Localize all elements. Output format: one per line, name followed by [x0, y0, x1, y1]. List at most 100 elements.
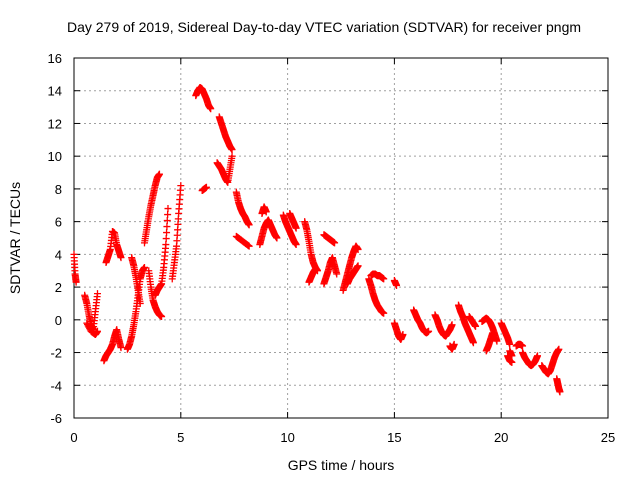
- data-point: [245, 221, 253, 229]
- series-arc-al: [482, 329, 497, 355]
- series-arc-ar: [538, 345, 563, 378]
- data-point: [399, 331, 407, 339]
- data-point: [117, 344, 125, 352]
- data-point: [162, 235, 170, 243]
- chart-title: Day 279 of 2019, Sidereal Day-to-day VTE…: [67, 19, 581, 35]
- data-point: [534, 352, 542, 360]
- series-arc-ab: [365, 275, 388, 317]
- series-arc-ah: [446, 340, 458, 353]
- data-point: [93, 290, 101, 298]
- series-arc-d: [102, 227, 125, 267]
- series-arc-t: [279, 211, 300, 249]
- data-point: [163, 223, 171, 231]
- series-arc-x: [320, 231, 339, 247]
- data-point: [555, 345, 563, 353]
- series-arc-aj: [465, 313, 480, 330]
- data-point: [292, 241, 300, 249]
- series-arc-c: [83, 319, 101, 339]
- y-tick-label: 14: [48, 84, 62, 99]
- series-arc-k: [168, 182, 185, 283]
- data-point: [262, 208, 270, 216]
- data-point: [164, 211, 172, 219]
- series-arc-ac: [367, 270, 388, 283]
- data-point: [177, 182, 185, 190]
- series-arc-aa: [343, 262, 362, 288]
- data-point: [354, 245, 362, 253]
- data-point: [508, 358, 516, 366]
- data-point: [207, 105, 215, 113]
- series-arc-q: [232, 232, 253, 250]
- data-point: [158, 313, 166, 321]
- series-arc-w: [305, 265, 319, 286]
- series-arc-y: [320, 254, 341, 288]
- x-tick-label: 20: [494, 430, 508, 445]
- data-point: [472, 322, 480, 330]
- y-tick-label: 16: [48, 51, 62, 66]
- data-point: [333, 270, 341, 278]
- data-point: [489, 329, 497, 337]
- data-point: [245, 242, 253, 250]
- y-tick-label: 4: [55, 247, 62, 262]
- data-point: [450, 340, 458, 348]
- data-point: [380, 309, 388, 317]
- y-tick-label: 12: [48, 116, 62, 131]
- series-arc-am: [497, 319, 514, 348]
- y-tick-label: 8: [55, 182, 62, 197]
- series-arc-j: [151, 205, 172, 299]
- series-arc-f: [123, 263, 148, 353]
- y-tick-label: -6: [50, 411, 62, 426]
- series-arc-u: [286, 209, 300, 232]
- series-arc-m: [198, 183, 210, 195]
- series-arc-g: [128, 254, 144, 307]
- data-point: [140, 263, 148, 271]
- data-points: [70, 83, 564, 396]
- data-point: [380, 275, 388, 283]
- data-point: [136, 299, 144, 307]
- x-tick-label: 5: [177, 430, 184, 445]
- data-point: [202, 183, 210, 191]
- series-arc-a: [70, 250, 80, 286]
- x-tick-label: 10: [280, 430, 294, 445]
- data-point: [506, 340, 514, 348]
- x-tick-label: 15: [387, 430, 401, 445]
- data-point: [72, 278, 80, 286]
- series-arc-ak: [478, 314, 501, 345]
- data-point: [163, 229, 171, 237]
- x-tick-label: 0: [70, 430, 77, 445]
- data-point: [228, 152, 236, 160]
- series-arc-ai: [454, 301, 477, 347]
- x-tick-label: 25: [601, 430, 615, 445]
- data-point: [273, 234, 281, 242]
- axis-ticks: 0 5 10 15 20 25 -6 -4 -2 0 2 4 6 8 10 12 14 16: [48, 51, 616, 445]
- series-arc-aq: [519, 349, 542, 370]
- series-arc-z: [339, 242, 362, 294]
- data-point: [393, 281, 401, 289]
- data-point: [163, 217, 171, 225]
- data-point: [354, 262, 362, 270]
- series-arc-ag: [431, 311, 456, 340]
- series-arc-ae: [390, 277, 401, 289]
- series-arc-ap: [504, 352, 516, 366]
- y-tick-label: 10: [48, 149, 62, 164]
- data-point: [425, 327, 433, 335]
- data-point: [331, 239, 339, 247]
- series-arc-ad: [390, 319, 407, 343]
- x-axis-label: GPS time / hours: [288, 457, 395, 473]
- data-point: [493, 337, 501, 345]
- data-point: [93, 327, 101, 335]
- series-arc-o: [213, 152, 236, 186]
- series-arc-s: [258, 203, 270, 217]
- series-arc-l: [192, 83, 215, 113]
- data-point: [155, 170, 163, 178]
- data-point: [164, 205, 172, 213]
- y-tick-label: -2: [50, 346, 62, 361]
- data-point: [556, 388, 564, 396]
- series-arc-e: [100, 326, 125, 365]
- data-point: [311, 265, 319, 273]
- data-point: [448, 321, 456, 329]
- y-tick-label: 2: [55, 280, 62, 295]
- data-point: [469, 339, 477, 347]
- y-tick-label: 6: [55, 215, 62, 230]
- series-arc-p: [232, 188, 253, 229]
